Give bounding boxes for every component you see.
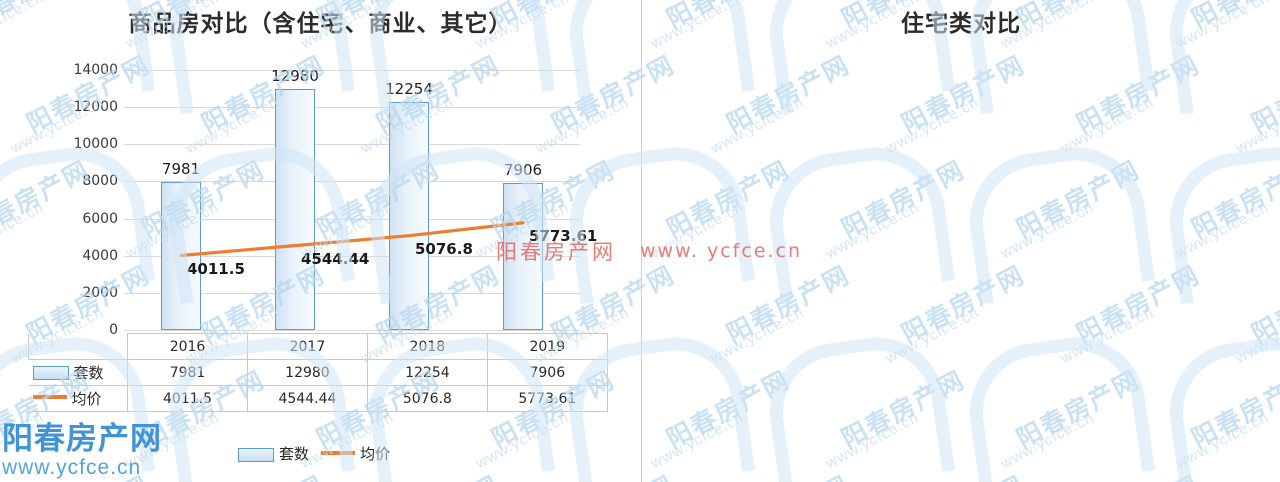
line-value-label: 5773.61 bbox=[529, 226, 598, 245]
y-axis-tick-label: 12000 bbox=[73, 99, 118, 116]
table-series-key: 套数 bbox=[28, 359, 129, 386]
bar-2019 bbox=[503, 183, 543, 330]
gridline bbox=[124, 144, 580, 146]
panel-divider bbox=[641, 0, 642, 482]
watermark-red-url: www. ycfce.cn bbox=[640, 240, 802, 262]
line-swatch-icon bbox=[32, 395, 67, 399]
table-header-year: 2019 bbox=[486, 333, 609, 360]
gridline bbox=[124, 218, 580, 220]
table-cell: 7981 bbox=[127, 359, 248, 386]
gridline bbox=[124, 255, 580, 257]
y-axis-tick-label: 4000 bbox=[82, 247, 118, 264]
table-header-year: 2018 bbox=[367, 333, 488, 360]
bar-value-label: 7906 bbox=[503, 161, 543, 180]
table-header-row: 2016 2017 2018 2019 bbox=[27, 333, 609, 360]
table-row: 均价 4011.5 4544.44 5076.8 5773.61 bbox=[28, 385, 609, 412]
table-cell: 4544.44 bbox=[246, 385, 369, 412]
site-logo-name: 阳春房产网 bbox=[2, 421, 162, 457]
bar-2017 bbox=[275, 88, 315, 330]
gridline bbox=[124, 292, 580, 294]
legend-label-line: 均价 bbox=[360, 445, 391, 463]
gridline bbox=[124, 107, 580, 109]
table-series-key: 均价 bbox=[28, 385, 129, 412]
site-logo: 阳春房产网 www.ycfce.cn bbox=[2, 423, 162, 480]
gridline bbox=[124, 181, 580, 183]
bar-value-label: 12254 bbox=[385, 80, 433, 99]
gridline bbox=[124, 330, 580, 331]
table-header-year: 2016 bbox=[127, 333, 248, 360]
line-swatch-icon bbox=[321, 451, 356, 455]
legend-item-bar[interactable]: 套数 bbox=[238, 443, 309, 464]
gridline bbox=[124, 70, 580, 71]
table-cell: 12980 bbox=[246, 359, 369, 386]
y-axis-tick-label: 0 bbox=[109, 322, 118, 338]
table-corner-cell bbox=[27, 333, 128, 360]
table-header-year: 2017 bbox=[246, 333, 369, 360]
bar-swatch-icon bbox=[238, 447, 274, 462]
bar-2018 bbox=[389, 102, 429, 330]
chart-panel-right: 住宅类对比 0200040006000800010000120006887114… bbox=[642, 0, 1280, 482]
chart-title-right: 住宅类对比 bbox=[901, 10, 1021, 37]
table-cell: 5773.61 bbox=[486, 385, 609, 412]
chart-title-left: 商品房对比（含住宅、商业、其它） bbox=[128, 10, 513, 37]
table-cell: 7906 bbox=[486, 359, 609, 386]
plot-area-left: 0 2000 4000 6000 8000 10000 12000 14000 7981 1298… bbox=[73, 62, 597, 338]
line-value-label: 5076.8 bbox=[415, 239, 473, 258]
y-axis-tick-label: 10000 bbox=[73, 136, 118, 153]
data-table-left: 2016 2017 2018 2019 套数 7981 12980 12254 7906 均价 40… bbox=[27, 333, 609, 412]
table-series-name: 套数 bbox=[73, 364, 104, 382]
table-row: 套数 7981 12980 12254 7906 bbox=[28, 359, 609, 386]
bar-value-label: 12980 bbox=[271, 66, 319, 85]
table-cell: 12254 bbox=[367, 359, 488, 386]
legend-item-line[interactable]: 均价 bbox=[321, 443, 390, 464]
y-axis-tick-label: 14000 bbox=[73, 62, 118, 78]
chart-panel-left: 商品房对比（含住宅、商业、其它） 0 2000 4000 6000 8000 10000 1… bbox=[27, 10, 609, 464]
line-value-label: 4011.5 bbox=[187, 259, 245, 278]
table-cell: 5076.8 bbox=[367, 385, 488, 412]
chart-legend-left: 套数 均价 bbox=[232, 443, 396, 464]
bar-swatch-icon bbox=[32, 365, 69, 380]
y-axis-tick-label: 8000 bbox=[82, 173, 118, 190]
y-axis-tick-label: 6000 bbox=[82, 210, 118, 227]
table-cell: 4011.5 bbox=[127, 385, 248, 412]
table-series-name: 均价 bbox=[71, 390, 102, 408]
watermark-red-cn: 阳春房产网 bbox=[496, 240, 616, 264]
legend-label-bar: 套数 bbox=[279, 445, 310, 463]
y-axis-tick-label: 2000 bbox=[82, 284, 118, 301]
average-price-line bbox=[179, 221, 525, 258]
site-logo-url: www.ycfce.cn bbox=[2, 456, 142, 479]
line-value-label: 4544.44 bbox=[301, 249, 370, 268]
bar-value-label: 7981 bbox=[161, 159, 201, 178]
